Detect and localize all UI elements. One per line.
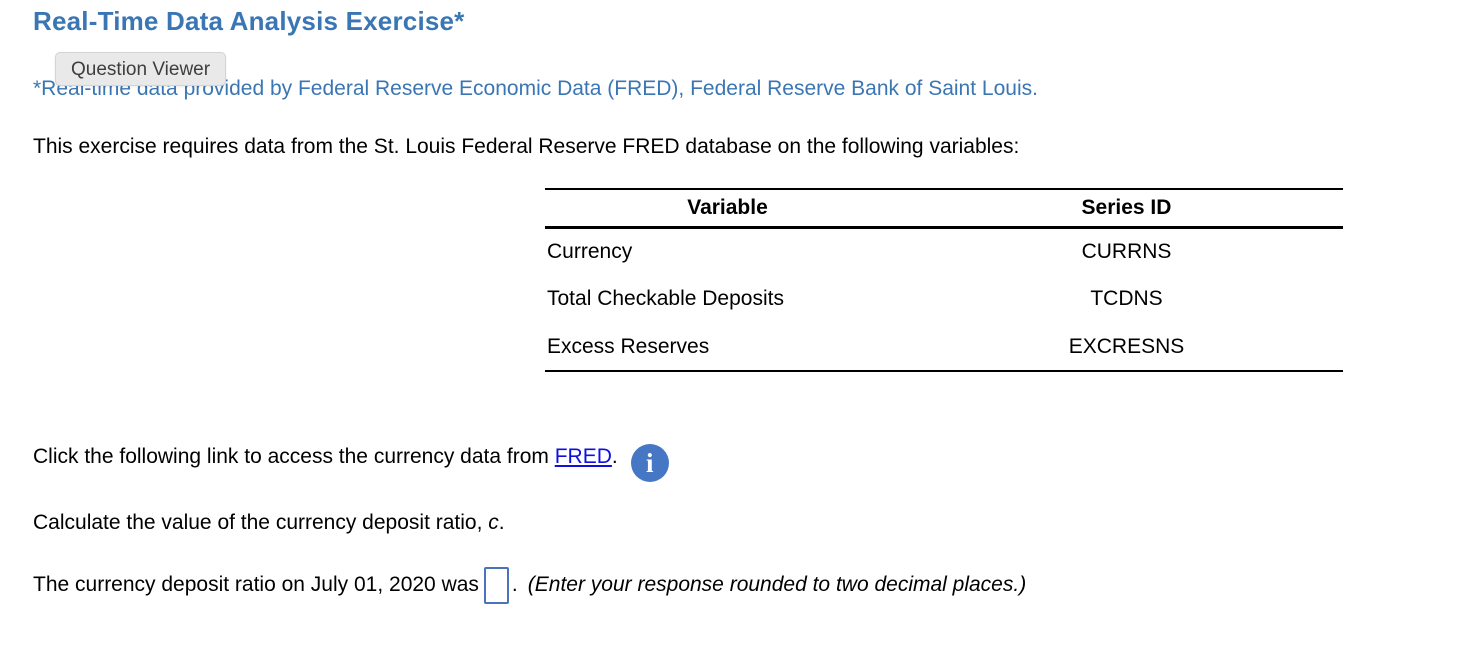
link-instruction-text: Click the following link to access the c…: [33, 445, 555, 468]
col-header-variable: Variable: [687, 195, 768, 219]
col-header-series-id: Series ID: [1081, 195, 1172, 219]
answer-line: The currency deposit ratio on July 01, 2…: [33, 565, 1026, 605]
table-row: Currency CURRNS: [545, 227, 1343, 275]
fred-link[interactable]: FRED: [554, 445, 612, 468]
variable-cell: Total Checkable Deposits: [547, 287, 784, 310]
task-line: Calculate the value of the currency depo…: [33, 511, 505, 535]
table-row: Total Checkable Deposits TCDNS: [545, 275, 1343, 323]
question-viewer-button[interactable]: Question Viewer: [55, 52, 227, 86]
variable-cell: Currency: [547, 239, 633, 263]
series-id-cell: CURRNS: [1081, 239, 1172, 263]
task-period: .: [498, 511, 505, 534]
exercise-intro: This exercise requires data from the St.…: [33, 135, 1020, 158]
variable-symbol: c: [488, 511, 499, 534]
info-icon[interactable]: i: [630, 444, 669, 483]
variable-cell: Excess Reserves: [547, 334, 710, 358]
data-attribution-note: *Real-time data provided by Federal Rese…: [33, 77, 1038, 100]
answer-period: .: [511, 573, 518, 596]
task-text: Calculate the value of the currency depo…: [33, 511, 489, 534]
info-icon-glyph: i: [645, 448, 654, 479]
series-id-cell: TCDNS: [1090, 287, 1163, 310]
answer-format-hint: (Enter your response rounded to two deci…: [527, 573, 1027, 596]
answer-prompt-text: The currency deposit ratio on July 01, 2…: [33, 573, 479, 596]
link-instruction-line: Click the following link to access the c…: [33, 437, 669, 483]
page-title: Real-Time Data Analysis Exercise*: [33, 6, 465, 36]
series-id-cell: EXCRESNS: [1068, 334, 1185, 358]
link-instruction-period: .: [611, 445, 618, 468]
table-header-row: Variable Series ID: [545, 189, 1343, 227]
variables-table: Variable Series ID Currency CURRNS Total…: [545, 188, 1343, 372]
answer-input[interactable]: [483, 566, 509, 604]
table-row: Excess Reserves EXCRESNS: [545, 323, 1343, 371]
